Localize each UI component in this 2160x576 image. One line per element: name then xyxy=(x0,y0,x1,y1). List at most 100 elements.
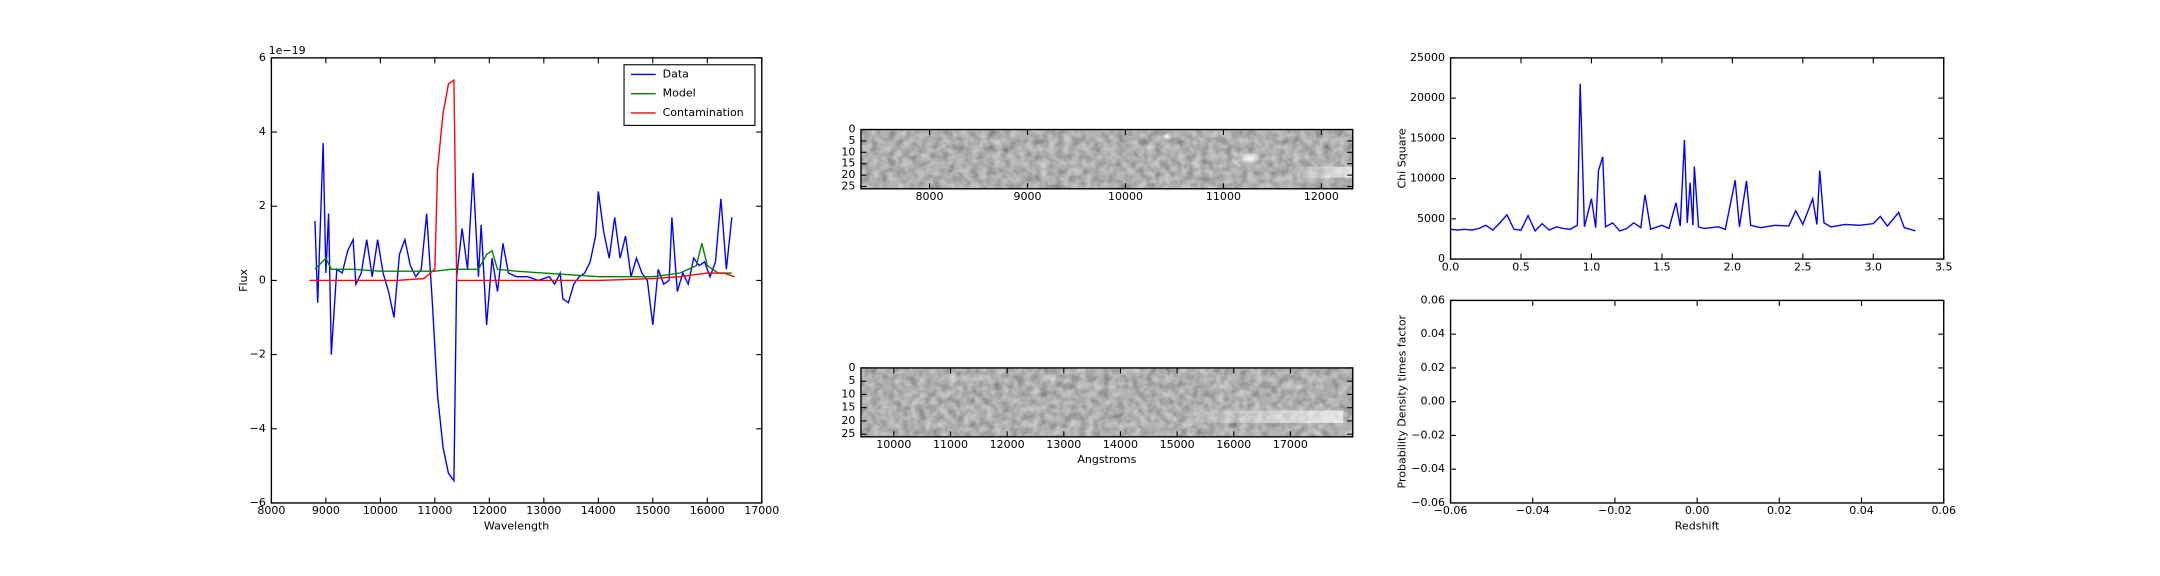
y-tick-label: 15 xyxy=(841,157,855,170)
x-tick-label: 3.5 xyxy=(1935,260,1953,273)
x-tick-label: 8000 xyxy=(257,504,285,517)
y-tick-label: −0.06 xyxy=(1411,496,1445,509)
y-tick-label: 0 xyxy=(848,361,855,374)
x-tick-label: 11000 xyxy=(1206,190,1241,203)
x-axis-label: Wavelength xyxy=(484,519,549,532)
axes: 8000 9000 10000 11000 12000 13000 14000 15000 16… xyxy=(237,44,779,532)
axes: −0.06 −0.04 −0.02 0.00 0.02 0.04 0.06 −0.06 −0.0… xyxy=(1395,293,1956,532)
x-tick-label: 1.5 xyxy=(1653,260,1671,273)
x-tick-label: 10000 xyxy=(1108,190,1143,203)
y-tick-label: 5 xyxy=(848,374,855,387)
x-tick-label: 13000 xyxy=(1046,438,1081,451)
x-tick-label: 12000 xyxy=(472,504,507,517)
y-tick-label: 2 xyxy=(259,199,266,212)
x-tick-label: 14000 xyxy=(581,504,616,517)
y-tick-label: 10 xyxy=(841,387,855,400)
axes-frame xyxy=(1449,57,1945,260)
x-tick-label: 0.04 xyxy=(1849,504,1874,517)
y-tick-label: 6 xyxy=(259,51,266,64)
x-tick-label: 11000 xyxy=(933,438,968,451)
y-axis-label: Probability Density times factor xyxy=(1395,314,1408,488)
axes-frame xyxy=(860,128,1354,190)
y-tick-label: 5000 xyxy=(1417,212,1445,225)
y-tick-label: 25 xyxy=(841,427,855,440)
image-band xyxy=(1294,166,1353,178)
x-tick-label: 9000 xyxy=(312,504,340,517)
data-line xyxy=(309,78,735,282)
x-tick-label: −0.06 xyxy=(1434,504,1468,517)
x-tick-label: 8000 xyxy=(916,190,944,203)
y-tick-label: 15000 xyxy=(1410,131,1445,144)
x-tick-label: 10000 xyxy=(363,504,398,517)
y-tick-label: −6 xyxy=(250,496,266,509)
legend-label: Model xyxy=(663,87,696,100)
y-tick-label: 20000 xyxy=(1410,91,1445,104)
y-tick-label: 10 xyxy=(841,145,855,158)
x-tick-label: 0.0 xyxy=(1442,260,1460,273)
x-tick-label: 15000 xyxy=(635,504,670,517)
x-tick-label: 17000 xyxy=(744,504,779,517)
y-axis-label: Flux xyxy=(237,268,250,291)
image-noise xyxy=(860,367,1353,437)
spectrum-image-2 xyxy=(860,367,1353,437)
x-tick-label: 13000 xyxy=(526,504,561,517)
image-band xyxy=(1187,410,1344,424)
y-tick-label: 10000 xyxy=(1410,172,1445,185)
y-tick-label: −0.04 xyxy=(1411,462,1445,475)
y-tick-label: 4 xyxy=(259,125,266,138)
y-tick-label: 20 xyxy=(841,414,855,427)
x-axis-label: Redshift xyxy=(1675,519,1720,532)
spectrum-image-1 xyxy=(860,129,1353,189)
y-offset-label: 1e−19 xyxy=(269,44,306,57)
x-tick-label: 0.02 xyxy=(1767,504,1792,517)
x-tick-label: 3.0 xyxy=(1865,260,1883,273)
y-tick-label: 0.04 xyxy=(1421,327,1446,340)
x-tick-label: 2.0 xyxy=(1724,260,1742,273)
y-tick-label: 20 xyxy=(841,168,855,181)
legend-label: Contamination xyxy=(663,106,744,119)
y-axis-label: Chi Square xyxy=(1395,128,1408,188)
axes-frame xyxy=(860,367,1354,438)
x-tick-label: 16000 xyxy=(690,504,725,517)
x-tick-label: 16000 xyxy=(1216,438,1251,451)
image-source xyxy=(1237,151,1262,166)
y-tick-label: 5 xyxy=(848,134,855,147)
legend-label: Data xyxy=(663,67,689,80)
x-tick-label: 0.5 xyxy=(1512,260,1530,273)
axes: 0.0 0.5 1.0 1.5 2.0 2.5 3.0 3.5 0 5000 10000 15000 2… xyxy=(1395,51,1952,273)
axes: 10000 11000 12000 13000 14000 15000 16000 17000… xyxy=(841,361,1354,466)
x-tick-label: 9000 xyxy=(1013,190,1041,203)
x-tick-label: 11000 xyxy=(417,504,452,517)
y-tick-label: −4 xyxy=(250,422,266,435)
data-line xyxy=(314,143,733,483)
data-line xyxy=(314,243,732,278)
y-tick-label: 0.06 xyxy=(1421,293,1446,306)
x-axis-label: Angstroms xyxy=(1077,453,1136,466)
y-tick-label: −2 xyxy=(250,348,266,361)
y-tick-label: −0.02 xyxy=(1411,428,1445,441)
y-tick-label: 25000 xyxy=(1410,51,1445,64)
data-line xyxy=(1450,83,1916,233)
y-tick-label: 0 xyxy=(1438,252,1445,265)
y-tick-label: 0.02 xyxy=(1421,361,1446,374)
x-tick-label: 12000 xyxy=(990,438,1025,451)
x-tick-label: −0.04 xyxy=(1516,504,1550,517)
x-tick-label: 12000 xyxy=(1304,190,1339,203)
y-tick-label: 0 xyxy=(259,273,266,286)
x-tick-label: 17000 xyxy=(1273,438,1308,451)
y-tick-label: 15 xyxy=(841,401,855,414)
x-tick-label: 14000 xyxy=(1103,438,1138,451)
x-tick-label: 0.06 xyxy=(1931,504,1956,517)
image-noise xyxy=(860,129,1353,189)
legend: Data Model Contamination xyxy=(623,64,756,126)
x-tick-label: 10000 xyxy=(876,438,911,451)
x-tick-label: −0.02 xyxy=(1598,504,1632,517)
x-tick-label: 0.00 xyxy=(1685,504,1710,517)
x-tick-label: 2.5 xyxy=(1794,260,1812,273)
y-tick-label: 0.00 xyxy=(1421,395,1446,408)
x-tick-label: 15000 xyxy=(1160,438,1195,451)
y-tick-label: 0 xyxy=(848,123,855,136)
y-tick-label: 25 xyxy=(841,180,855,193)
